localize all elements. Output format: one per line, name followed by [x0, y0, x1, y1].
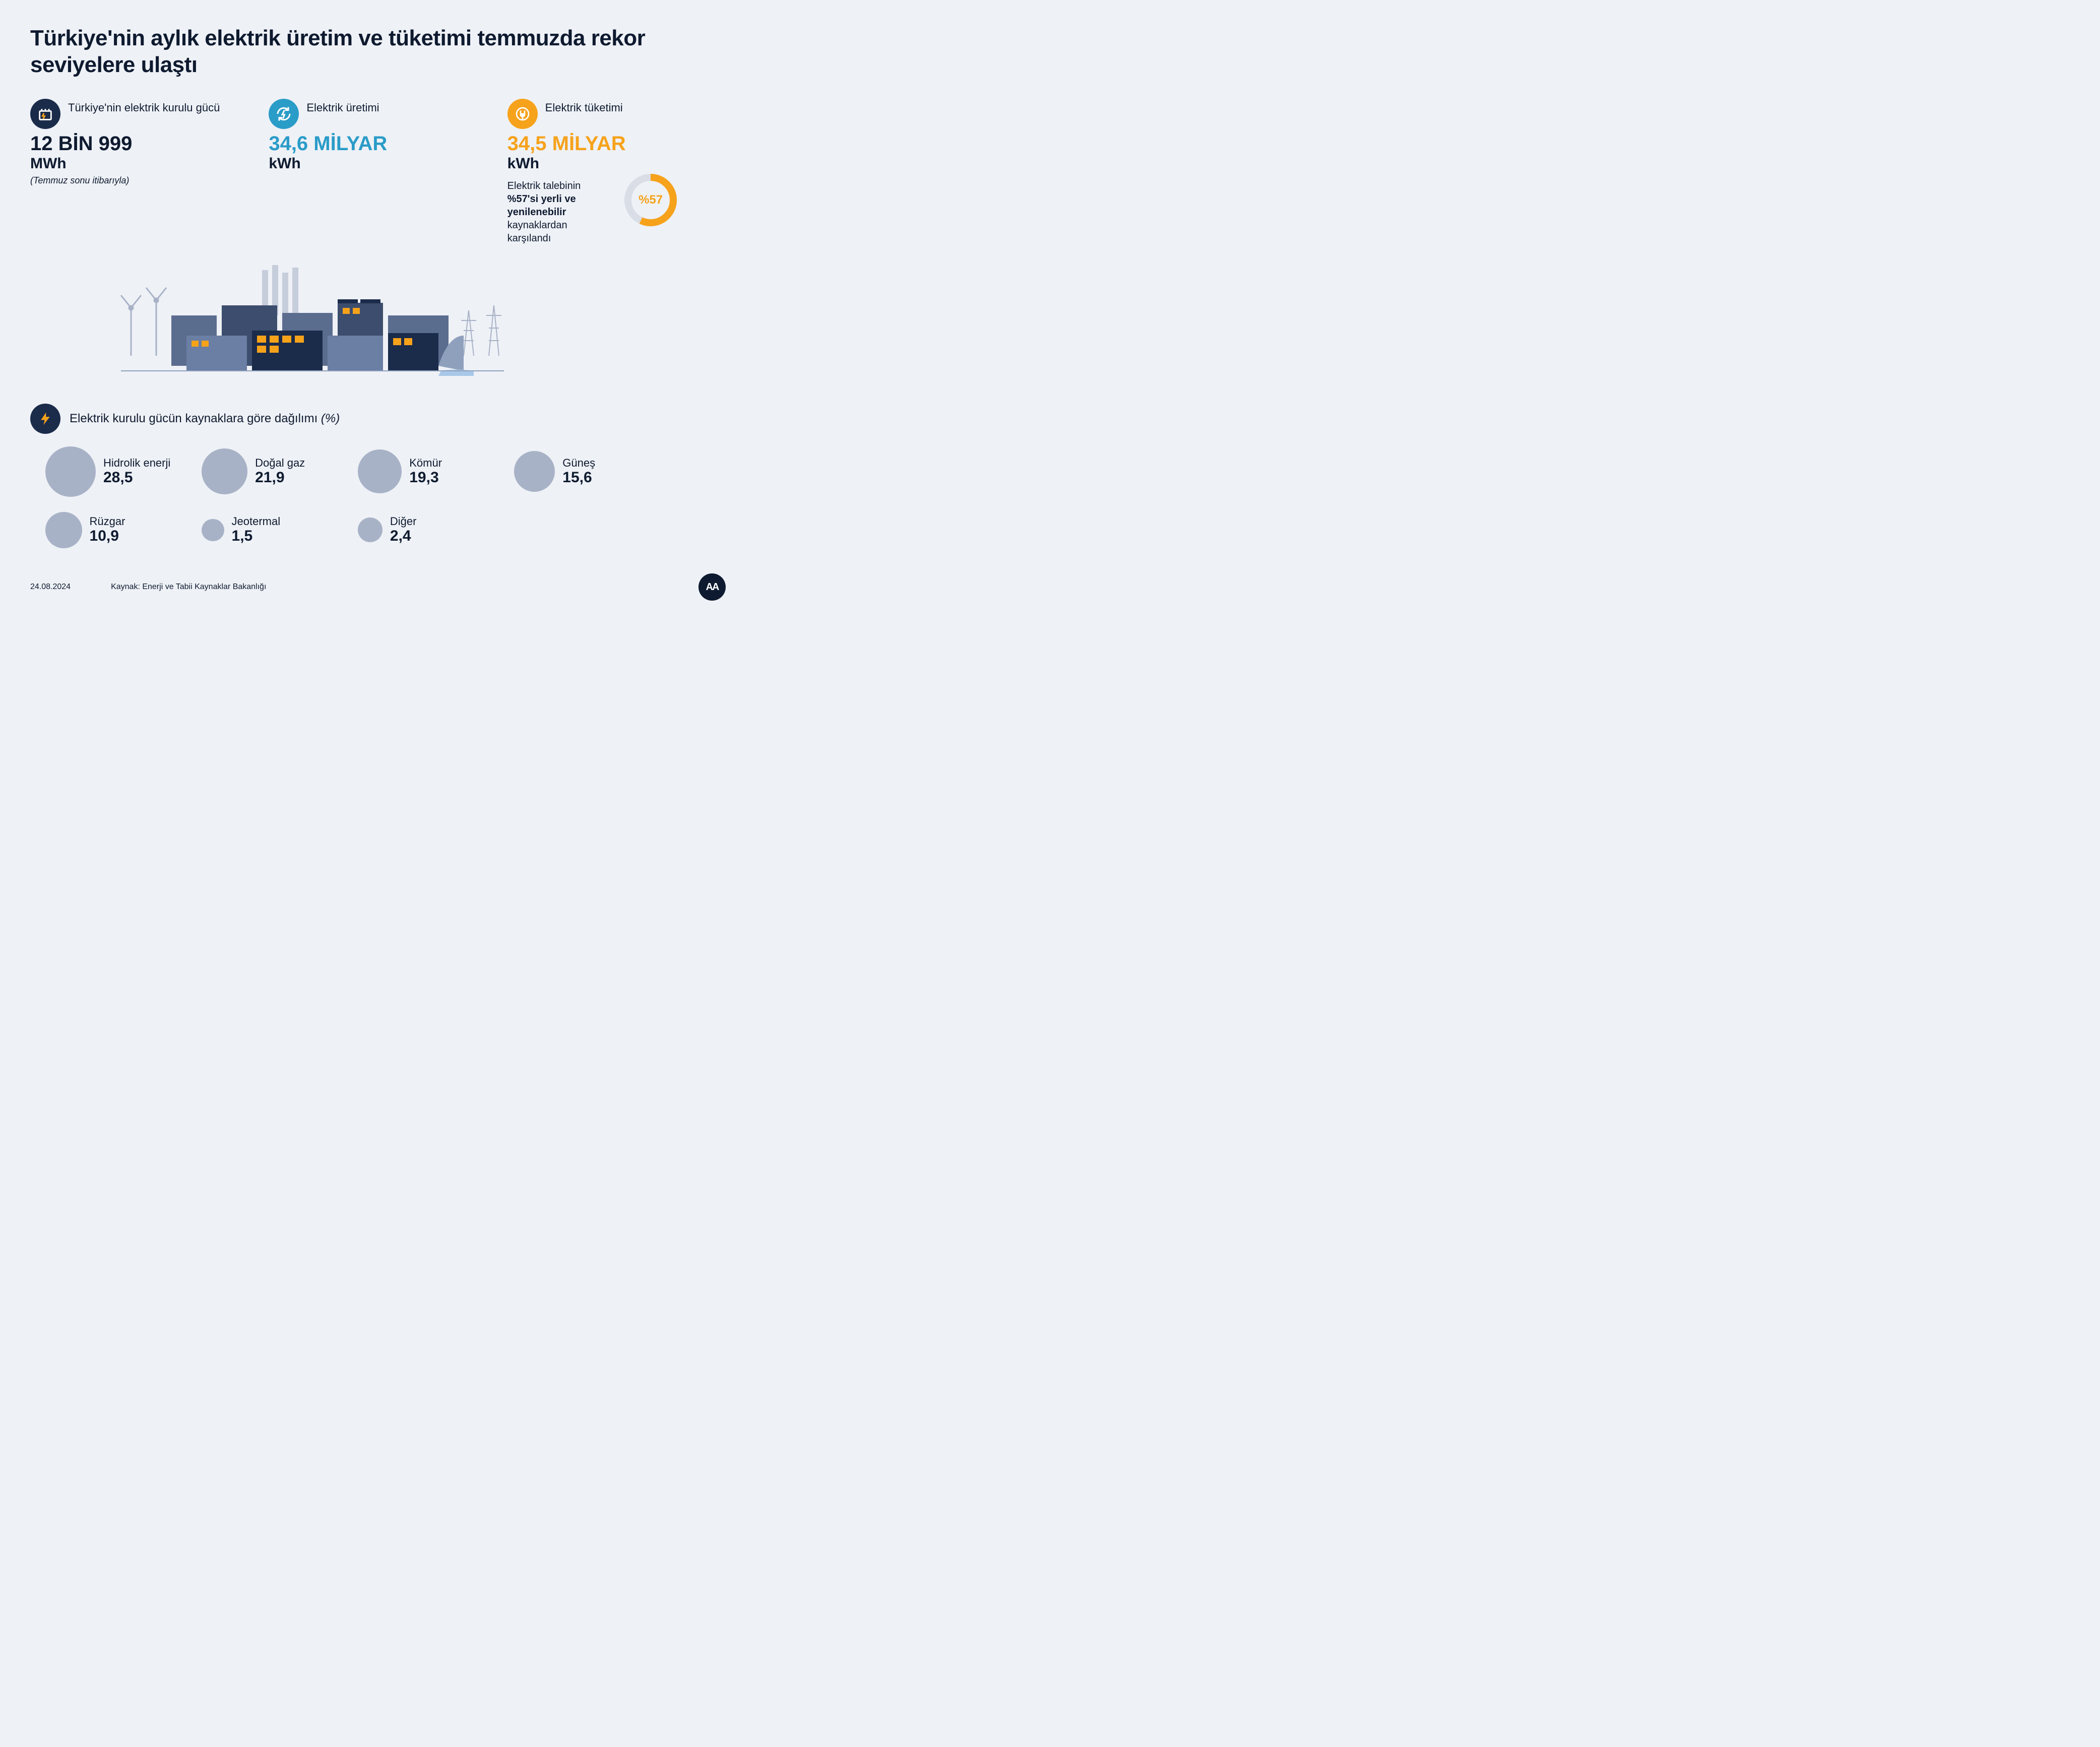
bubble-item: Güneş15,6: [514, 446, 645, 497]
bubble-label: Diğer: [390, 515, 417, 528]
bubble-circle: [358, 517, 383, 542]
bubble-value: 28,5: [103, 469, 170, 486]
bubble-item: Jeotermal1,5: [202, 512, 333, 549]
stat-consumption: Elektrik tüketimi 34,5 MİLYAR kWh Elektr…: [507, 99, 726, 245]
bubble-item: Rüzgar10,9: [45, 512, 176, 549]
battery-icon: [30, 99, 60, 129]
stats-row: Türkiye'nin elektrik kurulu gücü 12 BİN …: [30, 99, 726, 245]
donut-chart: %57: [623, 172, 678, 228]
bubble-item: Diğer2,4: [358, 512, 489, 549]
stat-capacity-unit: MWh: [30, 155, 248, 172]
subtext-part: kaynaklardan karşılandı: [507, 220, 567, 244]
bubble-circle: [358, 449, 402, 493]
bubble-circle: [514, 451, 555, 492]
bubble-label: Kömür: [409, 457, 442, 469]
footer-date: 24.08.2024: [30, 583, 71, 592]
distribution-title: Elektrik kurulu gücün kaynaklara göre da…: [70, 412, 321, 425]
subtext-bold: %57'si yerli ve yenilenebilir: [507, 193, 576, 218]
stat-consumption-unit: kWh: [507, 155, 726, 172]
footer: 24.08.2024 Kaynak: Enerji ve Tabii Kayna…: [30, 573, 726, 601]
bolt-cycle-icon: [269, 99, 299, 129]
bubble-value: 10,9: [90, 528, 125, 545]
distribution-title-unit: (%): [321, 412, 340, 425]
stat-production-label: Elektrik üretimi: [306, 99, 379, 115]
stat-production-unit: kWh: [269, 155, 487, 172]
bubble-label: Rüzgar: [90, 515, 125, 528]
bubble-label: Güneş: [562, 457, 595, 469]
donut-label: %57: [639, 193, 663, 207]
distribution-header: Elektrik kurulu gücün kaynaklara göre da…: [30, 404, 726, 434]
stat-consumption-subtext: Elektrik talebinin %57'si yerli ve yenil…: [507, 179, 613, 245]
stat-capacity-value: 12 BİN 999: [30, 133, 248, 154]
bubble-value: 1,5: [232, 528, 281, 545]
bubble-value: 21,9: [255, 469, 305, 486]
bubble-value: 2,4: [390, 528, 417, 545]
bubble-item: Hidrolik enerji28,5: [45, 446, 176, 497]
stat-production: Elektrik üretimi 34,6 MİLYAR kWh: [269, 99, 487, 245]
stat-consumption-value: 34,5 MİLYAR: [507, 133, 726, 154]
bubble-grid: Hidrolik enerji28,5 Doğal gaz21,9 Kömür19,…: [30, 446, 726, 549]
plug-icon: [507, 99, 538, 129]
stat-production-value: 34,6 MİLYAR: [269, 133, 487, 154]
bubble-label: Hidrolik enerji: [103, 457, 170, 469]
footer-source: Kaynak: Enerji ve Tabii Kaynaklar Bakanl…: [111, 583, 698, 592]
stat-capacity-note: (Temmuz sonu itibarıyla): [30, 175, 248, 186]
bubble-label: Jeotermal: [232, 515, 281, 528]
page-title: Türkiye'nin aylık elektrik üretim ve tük…: [30, 25, 726, 79]
aa-logo: AA: [698, 573, 726, 601]
bubble-value: 15,6: [562, 469, 595, 486]
stat-consumption-label: Elektrik tüketimi: [545, 99, 623, 115]
bolt-icon: [30, 404, 60, 434]
bubble-item: Kömür19,3: [358, 446, 489, 497]
stat-capacity-label: Türkiye'nin elektrik kurulu gücü: [68, 99, 220, 115]
stat-capacity: Türkiye'nin elektrik kurulu gücü 12 BİN …: [30, 99, 248, 245]
bubble-circle: [45, 446, 96, 497]
bubble-circle: [202, 519, 224, 542]
bubble-label: Doğal gaz: [255, 457, 305, 469]
city-illustration: [111, 255, 514, 389]
bubble-circle: [202, 448, 247, 494]
subtext-part: Elektrik talebinin: [507, 180, 581, 191]
bubble-item: Doğal gaz21,9: [202, 446, 333, 497]
bubble-value: 19,3: [409, 469, 442, 486]
bubble-circle: [45, 512, 82, 549]
